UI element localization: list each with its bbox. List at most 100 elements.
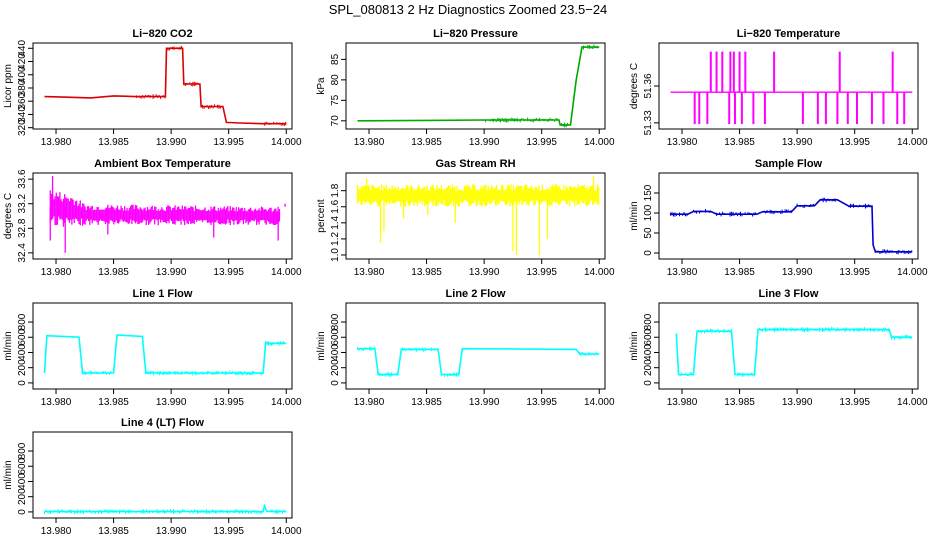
x-tick-label: 13.995 (839, 137, 870, 148)
x-tick-label: 13.980 (667, 137, 698, 148)
x-tick-label: 13.990 (156, 397, 187, 408)
y-tick-label: 200 (17, 488, 28, 505)
y-tick-label: 400 (17, 66, 28, 83)
x-tick-label: 14.000 (584, 267, 615, 278)
panel-title: Li−820 Pressure (433, 28, 518, 40)
x-tick-label: 13.990 (156, 267, 187, 278)
x-tick-label: 13.990 (156, 526, 187, 537)
panel-title: Ambient Box Temperature (94, 158, 231, 170)
chart-panel-9: Line 3 Flow 13.980 13.985 13.990 13.995 14.00… (629, 288, 928, 408)
x-tick-label: 14.000 (271, 397, 302, 408)
y-tick-label: 1.8 (330, 183, 341, 197)
y-axis-label: ml/min (3, 331, 14, 360)
data-series-line (44, 47, 287, 125)
y-tick-label: 50 (643, 227, 654, 239)
y-tick-label: 420 (17, 53, 28, 70)
x-tick-label: 13.995 (213, 137, 244, 148)
y-axis-label: percent (316, 199, 327, 233)
plot-frame (32, 42, 293, 130)
y-axis-label: ml/min (3, 460, 14, 489)
y-tick-label: 200 (330, 359, 341, 376)
y-axis-label: ml/min (629, 201, 640, 230)
y-tick-label: 200 (17, 359, 28, 376)
y-tick-label: 85 (330, 53, 341, 65)
y-tick-label: 1.4 (330, 215, 341, 229)
chart-panel-6: Sample Flow 13.980 13.985 13.990 13.995 14.00… (629, 158, 928, 278)
chart-panel-2: Li−820 Pressure 13.980 13.985 13.990 13.995 1… (316, 28, 615, 148)
x-tick-label: 13.995 (213, 526, 244, 537)
y-axis-label: degrees C (3, 193, 14, 239)
y-tick-label: 340 (17, 106, 28, 123)
y-axis-label: kPa (316, 77, 327, 95)
x-tick-label: 13.980 (41, 267, 72, 278)
plot-frame (658, 42, 919, 130)
panel-title: Li−820 CO2 (132, 28, 192, 40)
x-tick-label: 13.995 (526, 137, 557, 148)
y-tick-label: 400 (17, 473, 28, 490)
y-tick-label: 33.6 (17, 169, 28, 189)
x-tick-label: 13.985 (98, 137, 129, 148)
x-tick-label: 14.000 (584, 137, 615, 148)
x-tick-label: 13.990 (469, 267, 500, 278)
panel-title: Gas Stream RH (435, 158, 515, 170)
x-tick-label: 13.980 (354, 267, 385, 278)
x-tick-label: 13.980 (41, 526, 72, 537)
x-tick-label: 13.985 (724, 137, 755, 148)
y-tick-label: 32.4 (17, 243, 28, 263)
y-tick-label: 75 (330, 94, 341, 106)
x-tick-label: 13.990 (782, 397, 813, 408)
y-tick-label: 0 (17, 380, 28, 386)
y-tick-label: 0 (330, 380, 341, 386)
x-tick-label: 14.000 (897, 397, 928, 408)
y-tick-label: 1.6 (330, 199, 341, 213)
y-axis-label: degrees C (629, 63, 640, 109)
x-tick-label: 13.995 (526, 267, 557, 278)
plot-frame (32, 431, 293, 519)
y-tick-label: 400 (330, 344, 341, 361)
x-tick-label: 14.000 (271, 526, 302, 537)
chart-panel-10: Line 4 (LT) Flow 13.980 13.985 13.990 13.995… (3, 417, 302, 537)
y-tick-label: 600 (643, 328, 654, 345)
data-series-line (357, 46, 600, 126)
y-tick-label: 1.2 (330, 232, 341, 246)
x-tick-label: 13.995 (213, 397, 244, 408)
y-tick-label: 51.36 (643, 73, 654, 98)
y-tick-label: 200 (643, 359, 654, 376)
plot-frame (345, 172, 606, 260)
panel-title: Line 4 (LT) Flow (121, 417, 204, 429)
x-tick-label: 14.000 (897, 267, 928, 278)
x-tick-label: 13.990 (782, 137, 813, 148)
panel-title: Line 2 Flow (446, 288, 506, 300)
chart-panel-4: Ambient Box Temperature 13.980 13.985 13.99… (3, 158, 302, 278)
plot-frame (658, 172, 919, 260)
y-tick-label: 400 (17, 344, 28, 361)
y-tick-label: 400 (643, 344, 654, 361)
y-axis-label: Licor ppm (3, 64, 14, 108)
plot-frame (32, 302, 293, 390)
x-tick-label: 13.985 (411, 267, 442, 278)
chart-panel-5: Gas Stream RH 13.980 13.985 13.990 13.995 14.… (316, 158, 615, 278)
x-tick-label: 13.985 (724, 397, 755, 408)
x-tick-label: 13.980 (667, 267, 698, 278)
y-tick-label: 33.2 (17, 194, 28, 214)
panel-title: Li−820 Temperature (737, 28, 840, 40)
y-tick-label: 800 (643, 313, 654, 330)
x-tick-label: 13.985 (98, 526, 129, 537)
data-series-line (675, 328, 913, 376)
y-tick-label: 440 (17, 40, 28, 57)
y-tick-label: 600 (17, 328, 28, 345)
y-axis-label: ml/min (629, 331, 640, 360)
y-tick-label: 100 (643, 204, 654, 221)
y-tick-label: 600 (330, 328, 341, 345)
x-tick-label: 13.980 (667, 397, 698, 408)
x-tick-label: 13.980 (354, 397, 385, 408)
y-tick-label: 0 (17, 509, 28, 515)
x-tick-label: 13.995 (526, 397, 557, 408)
chart-panel-1: Li−820 CO2 13.980 13.985 13.990 13.995 14.000… (3, 28, 302, 148)
plot-frame (32, 172, 293, 260)
x-tick-label: 13.980 (41, 397, 72, 408)
data-series-line (670, 199, 913, 253)
plot-frame (658, 302, 919, 390)
x-tick-label: 13.990 (782, 267, 813, 278)
y-tick-label: 0 (643, 380, 654, 386)
